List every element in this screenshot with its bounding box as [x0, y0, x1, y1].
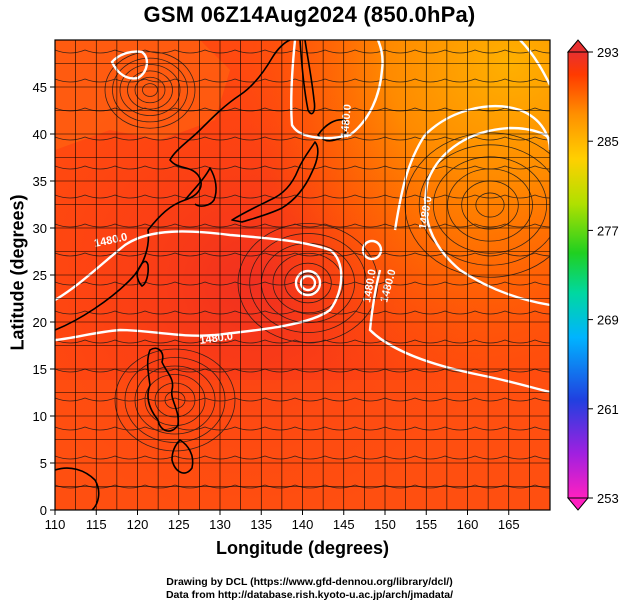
streamline [55, 368, 550, 373]
streamline [164, 391, 186, 409]
colorbar-tick-label: 293 [597, 45, 619, 60]
x-tick-label: 115 [86, 517, 107, 532]
x-tick-label: 110 [45, 517, 66, 532]
streamline [55, 426, 550, 431]
streamline [55, 397, 550, 402]
contour-label: 1480.0 [199, 330, 234, 347]
colorbar-ticks: 253 261 269 277 285 293 [588, 45, 619, 506]
streamline [418, 144, 550, 266]
streamline [134, 76, 166, 104]
y-axis-label: Latitude (degrees) [7, 194, 28, 351]
streamline [144, 374, 206, 426]
streamline [55, 194, 550, 199]
streamline [124, 357, 226, 443]
streamline [134, 365, 216, 435]
credit-data-source: Data from http://database.rish.kyoto-u.a… [165, 589, 454, 601]
streamline [249, 233, 367, 333]
colorbar-bar [567, 51, 589, 499]
x-tick-label: 155 [415, 517, 437, 532]
contour-label: 1480.0 [339, 104, 354, 139]
geopotential-contours [55, 40, 550, 394]
colorbar: 253 261 269 277 285 293 [566, 39, 619, 511]
y-axis-ticks: 0 5 10 15 20 25 30 35 40 45 [33, 80, 55, 518]
x-tick-label: 125 [168, 517, 190, 532]
y-tick-label: 5 [40, 456, 47, 471]
colorbar-tick-label: 269 [597, 313, 619, 328]
streamline [404, 132, 550, 278]
y-tick-label: 40 [33, 127, 47, 142]
streamline [127, 70, 173, 110]
chart-title: GSM 06Z14Aug2024 (850.0hPa) [143, 2, 476, 27]
colorbar-bottom-triangle [566, 497, 590, 511]
temperature-field: 1480.0 1480.0 1480.0 1480.0 1480.0 1480.… [55, 40, 550, 510]
y-tick-label: 25 [33, 268, 47, 283]
x-tick-label: 135 [250, 517, 272, 532]
streamline [114, 348, 236, 452]
streamline [284, 262, 332, 304]
y-tick-label: 30 [33, 221, 47, 236]
y-tick-label: 35 [33, 174, 47, 189]
streamline [119, 64, 181, 116]
x-tick-label: 145 [333, 517, 355, 532]
y-tick-label: 15 [33, 362, 47, 377]
x-tick-label: 130 [209, 517, 231, 532]
streamline [55, 165, 550, 170]
streamline [55, 252, 550, 257]
streamline [432, 156, 548, 254]
streamline [55, 136, 550, 141]
y-tick-label: 45 [33, 80, 47, 95]
colorbar-tick-label: 285 [597, 134, 619, 149]
streamline [55, 339, 550, 344]
colorbar-tick-label: 261 [597, 402, 619, 417]
x-tick-label: 160 [457, 517, 479, 532]
x-axis-ticks: 110 115 120 125 130 135 140 145 150 155 160 165 [45, 510, 520, 532]
y-tick-label: 10 [33, 409, 47, 424]
streamline [55, 78, 550, 83]
streamline [55, 310, 550, 315]
x-axis-label: Longitude (degrees) [215, 538, 389, 558]
streamline [272, 252, 344, 314]
streamline [55, 455, 550, 460]
graticule [55, 40, 550, 510]
streamline [55, 223, 550, 228]
streamline [55, 281, 550, 286]
streamline [112, 57, 188, 123]
y-tick-label: 20 [33, 315, 47, 330]
credit-dcl: Drawing by DCL (https://www.gfd-dennou.o… [166, 576, 453, 588]
colorbar-top-triangle [566, 39, 590, 53]
streamline [154, 382, 196, 418]
x-tick-label: 140 [292, 517, 314, 532]
streamline [55, 484, 550, 489]
x-tick-label: 150 [374, 517, 396, 532]
x-tick-label: 120 [127, 517, 149, 532]
x-tick-label: 165 [498, 517, 520, 532]
streamline [475, 192, 505, 218]
contour-label: 1480.0 [361, 268, 379, 303]
y-tick-label: 0 [40, 503, 47, 518]
colorbar-tick-label: 253 [597, 491, 619, 506]
streamline [142, 83, 158, 97]
colorbar-tick-label: 277 [597, 223, 619, 238]
